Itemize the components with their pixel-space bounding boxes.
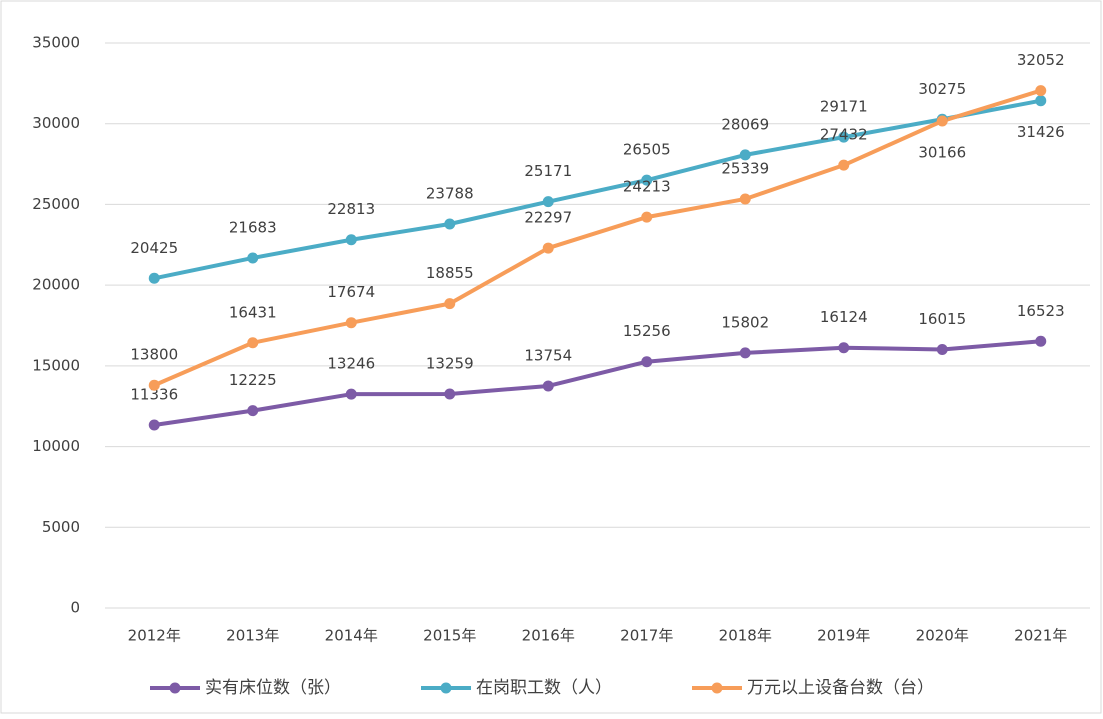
y-tick-label: 30000	[32, 114, 80, 132]
data-point	[838, 342, 850, 354]
data-point	[148, 272, 160, 284]
data-point	[247, 337, 259, 349]
series-line	[153, 339, 1041, 427]
x-tick-label: 2021年	[1014, 627, 1067, 645]
data-label: 25171	[524, 162, 572, 180]
data-label: 13259	[426, 354, 474, 372]
data-label: 32052	[1017, 51, 1065, 69]
x-tick-label: 2012年	[128, 627, 181, 645]
data-point	[936, 343, 948, 355]
y-tick-label: 10000	[32, 437, 80, 455]
data-label: 16523	[1017, 302, 1065, 320]
data-label: 21683	[229, 218, 277, 236]
data-point	[739, 347, 751, 359]
data-label: 16015	[918, 310, 966, 328]
data-point	[542, 242, 554, 254]
data-point	[641, 211, 653, 223]
data-point	[838, 131, 850, 143]
y-tick-label: 5000	[42, 518, 80, 536]
legend-label: 在岗职工数（人）	[476, 678, 612, 698]
legend-marker	[169, 682, 181, 694]
data-label: 22813	[327, 200, 375, 218]
data-label: 17674	[327, 283, 375, 301]
x-tick-label: 2014年	[325, 627, 378, 645]
data-label: 28069	[721, 115, 769, 133]
legend-marker	[711, 682, 723, 694]
data-label: 16431	[229, 303, 277, 321]
data-label: 15256	[623, 322, 671, 340]
x-tick-label: 2019年	[817, 627, 870, 645]
data-label: 30275	[918, 80, 966, 98]
y-tick-label: 15000	[32, 356, 80, 374]
data-label: 13800	[130, 346, 178, 364]
y-tick-label: 35000	[32, 34, 80, 52]
x-tick-label: 2013年	[226, 627, 279, 645]
legend-label: 万元以上设备台数（台）	[747, 678, 934, 698]
data-label: 24213	[623, 178, 671, 196]
data-label: 20425	[130, 239, 178, 257]
data-label: 15802	[721, 313, 769, 331]
data-point	[247, 405, 259, 417]
data-label: 23788	[426, 184, 474, 202]
x-tick-label: 2015年	[423, 627, 476, 645]
data-point	[148, 419, 160, 431]
data-label: 26505	[623, 141, 671, 159]
y-tick-label: 20000	[32, 276, 80, 294]
data-point	[936, 115, 948, 127]
y-tick-label: 25000	[32, 195, 80, 213]
x-tick-label: 2016年	[522, 627, 575, 645]
data-point	[345, 317, 357, 329]
data-label: 11336	[130, 386, 178, 404]
data-point	[1035, 95, 1047, 107]
data-point	[838, 159, 850, 171]
data-label: 22297	[524, 209, 572, 227]
data-label: 18855	[426, 264, 474, 282]
data-label: 13246	[327, 355, 375, 373]
data-point	[345, 234, 357, 246]
data-point	[739, 193, 751, 205]
data-point	[542, 380, 554, 392]
data-label: 30166	[918, 144, 966, 162]
data-label: 12225	[229, 371, 277, 389]
data-point	[641, 356, 653, 368]
data-point	[444, 388, 456, 400]
data-point	[542, 196, 554, 208]
series-line	[153, 88, 1042, 388]
legend-marker	[440, 682, 452, 694]
data-point	[444, 218, 456, 230]
data-point	[148, 379, 160, 391]
data-point	[345, 388, 357, 400]
data-point	[739, 149, 751, 161]
x-tick-label: 2018年	[719, 627, 772, 645]
data-label: 27432	[820, 126, 868, 144]
data-label: 31426	[1017, 123, 1065, 141]
data-label: 13754	[524, 346, 572, 364]
y-tick-label: 0	[70, 599, 80, 617]
data-point	[444, 298, 456, 310]
series-line	[153, 98, 1042, 281]
x-tick-label: 2017年	[620, 627, 673, 645]
x-tick-label: 2020年	[916, 627, 969, 645]
data-point	[1035, 335, 1047, 347]
data-label: 25339	[721, 159, 769, 177]
data-point	[247, 252, 259, 264]
data-point	[1035, 85, 1047, 97]
data-point	[641, 174, 653, 186]
data-label: 16124	[820, 308, 868, 326]
legend-label: 实有床位数（张）	[205, 678, 341, 698]
data-label: 29171	[820, 98, 868, 116]
